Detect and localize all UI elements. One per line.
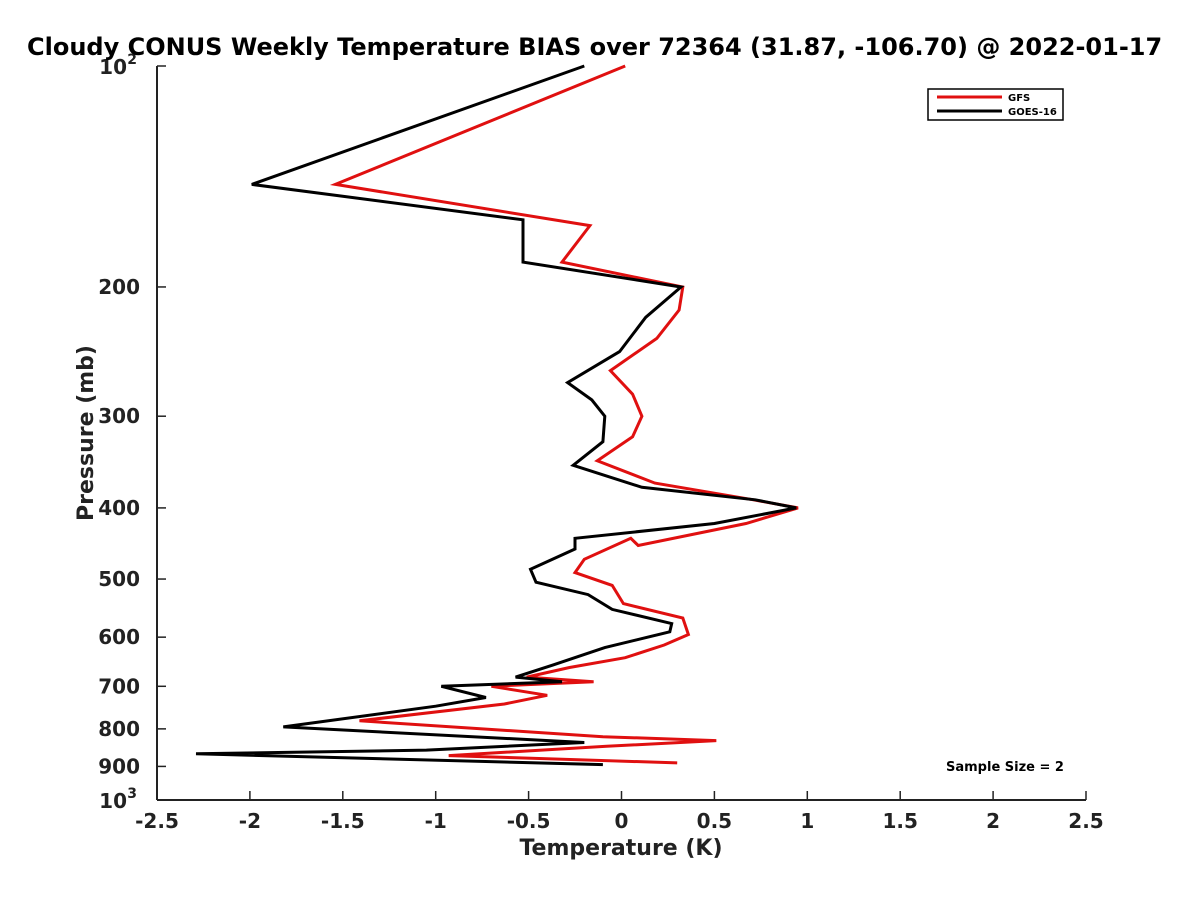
legend-label-gfs: GFS — [1008, 93, 1030, 104]
y-tick-label: 10 — [99, 55, 127, 79]
legend-box — [927, 88, 1064, 121]
x-tick-label: -2.5 — [135, 809, 179, 833]
legend-label-goes16: GOES-16 — [1008, 107, 1057, 118]
y-tick-label: 600 — [98, 625, 140, 649]
y-tick-base: 10 — [99, 55, 127, 79]
y-tick-label: 10 — [99, 789, 127, 813]
x-tick-label: -1.5 — [321, 809, 365, 833]
y-tick-exponent: 3 — [127, 786, 137, 802]
x-tick-label: -0.5 — [507, 809, 551, 833]
sample-size-annotation: Sample Size = 2 — [946, 760, 1064, 775]
y-tick-label: 800 — [98, 717, 140, 741]
x-ticks: -2.5 -2 -1.5 -1 -0.5 0 0.5 1 1.5 2 2.5 — [135, 791, 1104, 833]
x-tick-label: 0.5 — [697, 809, 732, 833]
x-tick-label: 1 — [800, 809, 814, 833]
y-axis-label: Pressure (mb) — [74, 345, 99, 521]
legend: GFS GOES-16 — [927, 88, 1064, 121]
x-tick-label: 1.5 — [882, 809, 917, 833]
series-line-goes16 — [195, 64, 797, 767]
y-tick-label: 400 — [98, 496, 140, 520]
axes-group — [156, 66, 1086, 801]
x-tick-label: -1 — [425, 809, 447, 833]
y-tick-exponent: 2 — [127, 52, 137, 68]
chart-title: Cloudy CONUS Weekly Temperature BIAS ove… — [27, 33, 1162, 61]
y-tick-label: 500 — [98, 567, 140, 591]
x-tick-label: -2 — [239, 809, 261, 833]
y-tick-label: 900 — [98, 754, 140, 778]
x-tick-label: 2 — [986, 809, 1000, 833]
y-tick-label: 300 — [98, 404, 140, 428]
series-line-gfs — [329, 64, 799, 765]
y-tick-label: 200 — [98, 275, 140, 299]
x-axis-label: Temperature (K) — [519, 836, 722, 861]
series-group — [195, 64, 799, 767]
x-tick-label: 2.5 — [1068, 809, 1103, 833]
x-tick-label: 0 — [615, 809, 629, 833]
y-tick-label: 700 — [98, 674, 140, 698]
y-tick-base: 10 — [99, 789, 127, 813]
